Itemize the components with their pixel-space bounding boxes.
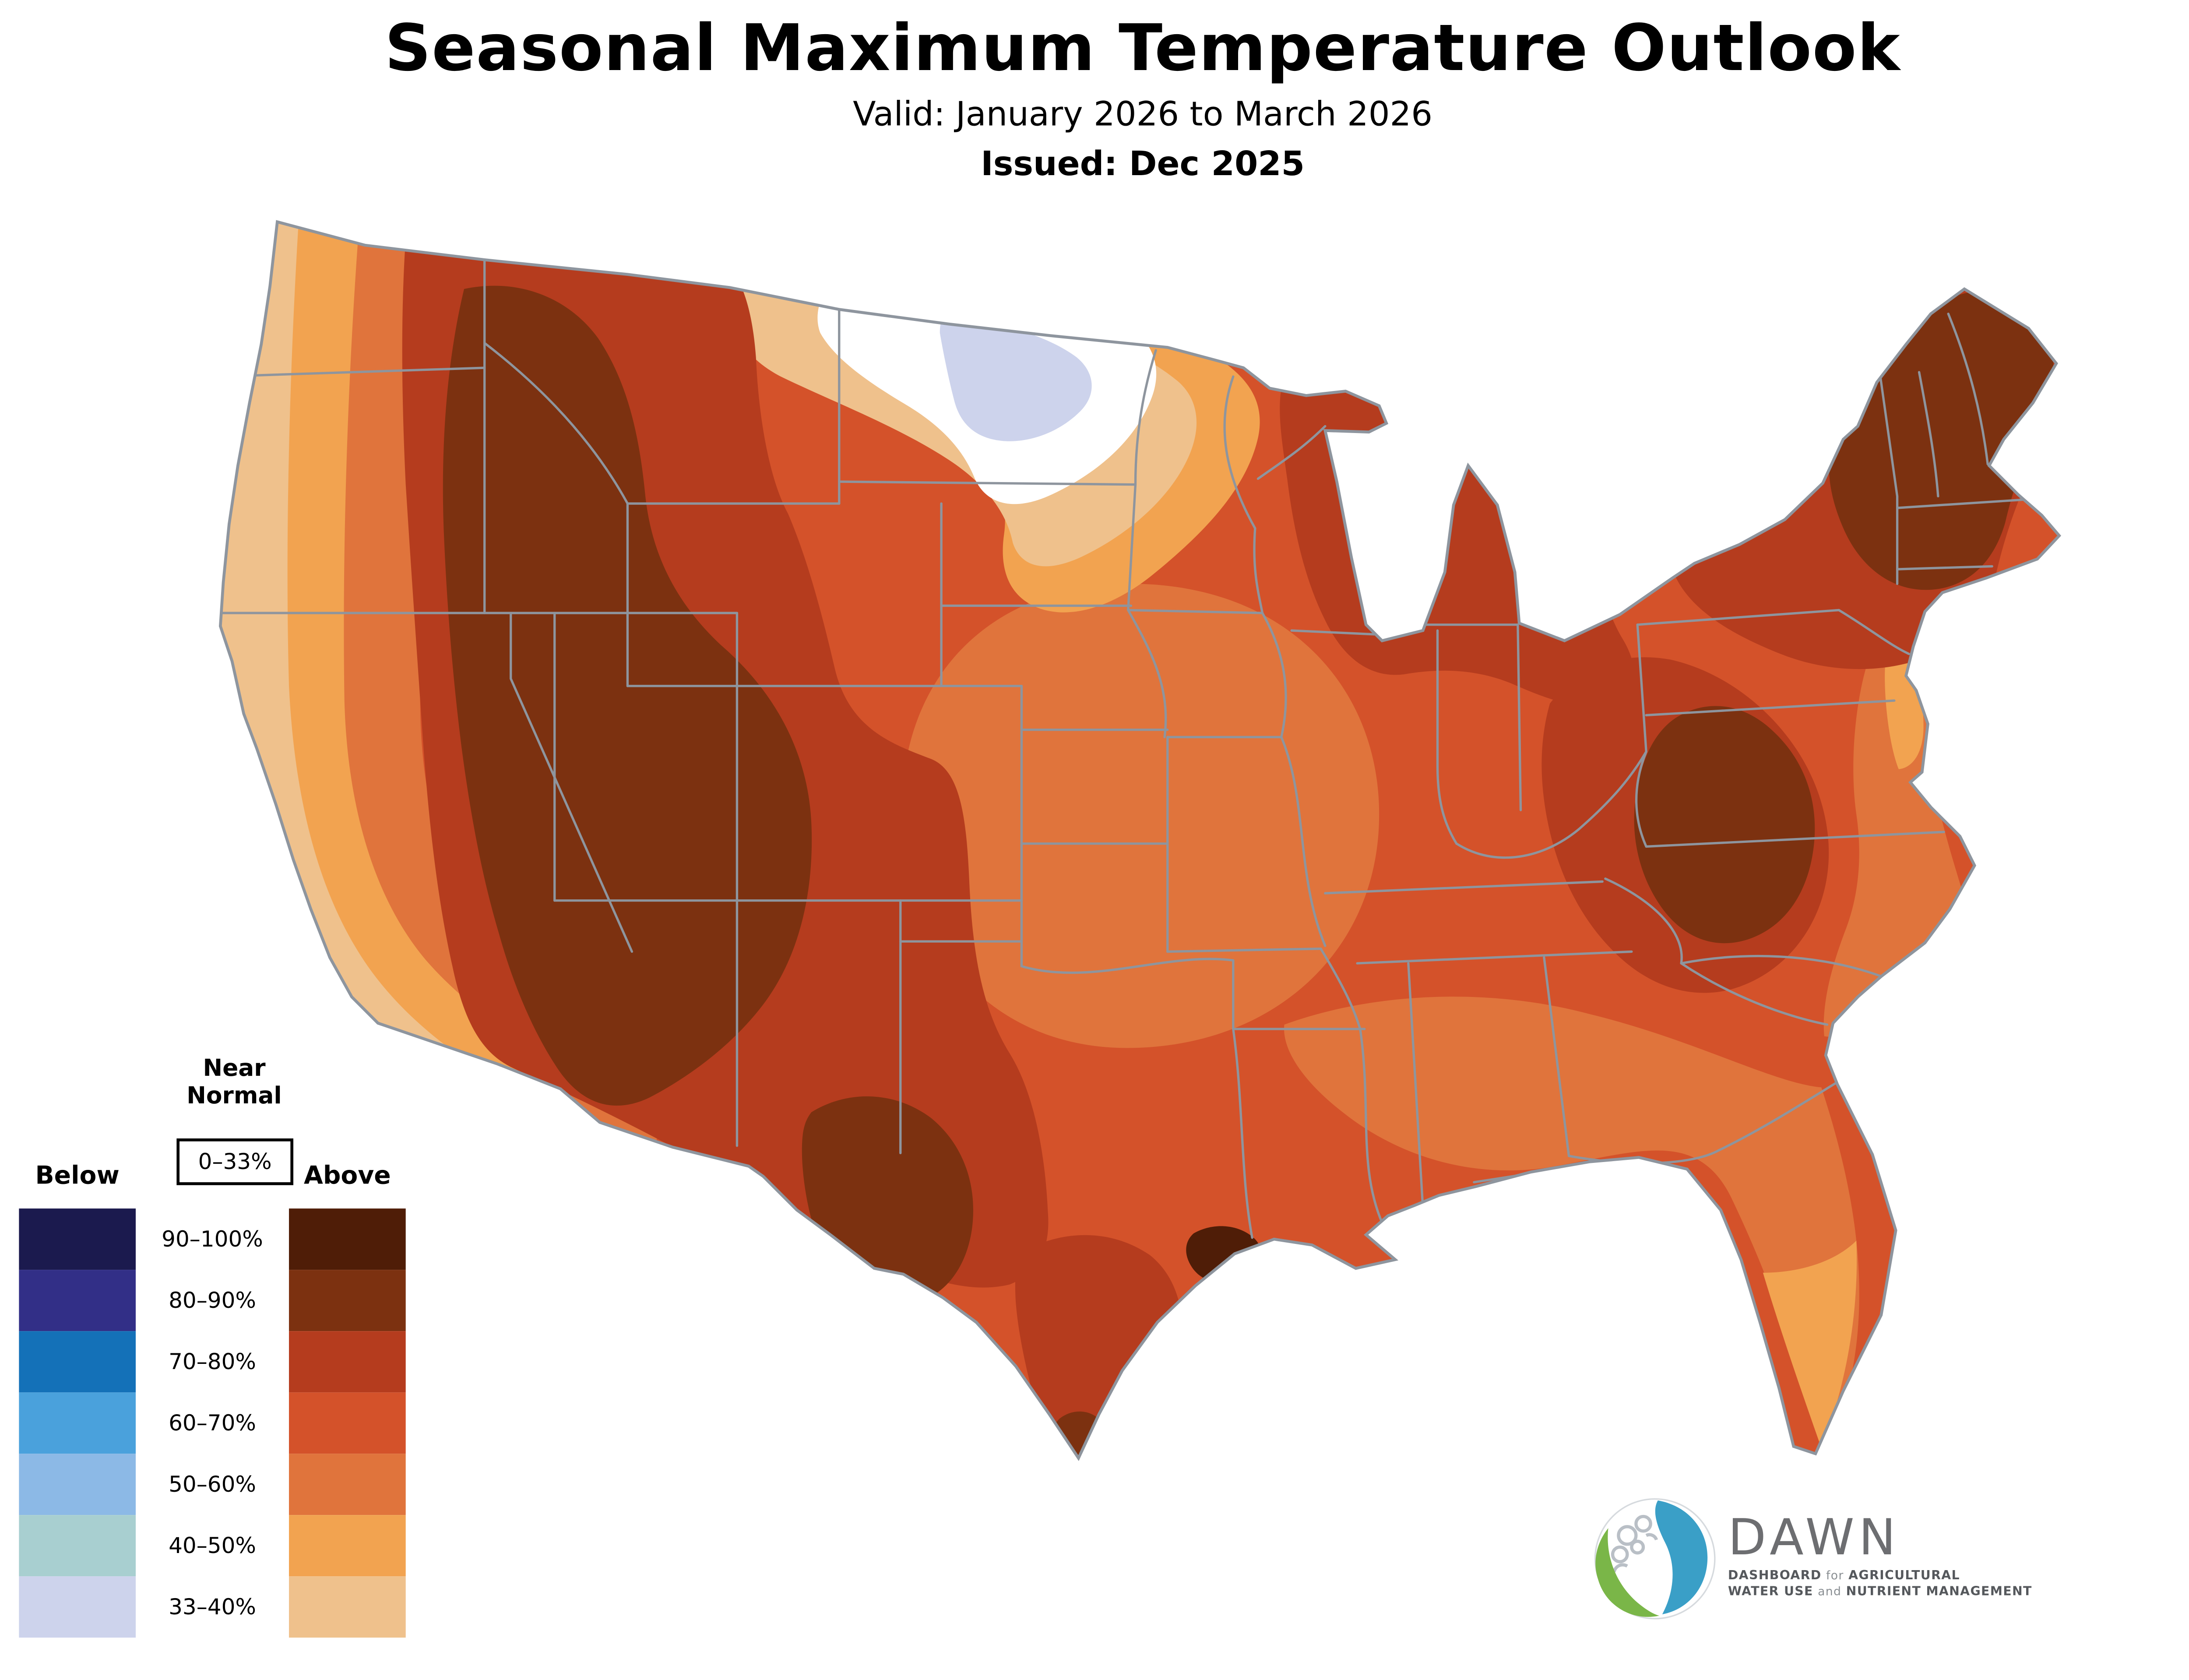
legend-swatch-above (289, 1392, 406, 1454)
legend-range-label: 70–80% (169, 1349, 256, 1375)
legend-range-label: 40–50% (169, 1532, 256, 1559)
below-column-header: Below (35, 1162, 120, 1191)
legend-row: 40–50% (19, 1515, 406, 1577)
above-column-header: Above (303, 1162, 391, 1191)
leaf-icon (1595, 1528, 1660, 1617)
contour-above-50-60-southeast (1284, 997, 1859, 1437)
page-title: Seasonal Maximum Temperature Outlook (384, 11, 1901, 86)
dawn-tagline-2: WATER USE and NUTRIENT MANAGEMENT (1728, 1585, 2032, 1600)
near-normal-header: Near Normal (187, 1053, 282, 1109)
dawn-logo: DAWN DASHBOARD for AGRICULTURAL WATER US… (1588, 1492, 2069, 1626)
dawn-tagline-1: DASHBOARD for AGRICULTURAL (1728, 1569, 1960, 1584)
legend-range-label: 60–70% (169, 1410, 256, 1437)
valid-period-text: Valid: January 2026 to March 2026 (853, 96, 1433, 134)
legend-swatch-below (19, 1454, 136, 1515)
us-outline (218, 220, 2062, 1461)
legend-swatch-below (19, 1392, 136, 1454)
legend-swatch-below (19, 1576, 136, 1638)
legend-range-label: 90–100% (162, 1226, 263, 1253)
legend-rows: 90–100% 80–90% 70–80% 60–70% 50–60% (19, 1208, 406, 1638)
legend-swatch-below (19, 1331, 136, 1393)
contour-above-70-80-south-texas (1015, 1235, 1182, 1458)
legend-swatch-above (289, 1270, 406, 1331)
legend-range-label: 50–60% (169, 1471, 256, 1498)
legend-range-label: 80–90% (169, 1287, 256, 1314)
legend-swatch-below (19, 1515, 136, 1577)
state-borders (220, 258, 2033, 1239)
contour-above-40-50-west-coast (220, 222, 562, 1183)
legend-row: 60–70% (19, 1392, 406, 1454)
legend-swatch-above (289, 1515, 406, 1577)
legend-swatch-above (289, 1454, 406, 1515)
contour-above-40-50-south-florida (1763, 1240, 1857, 1448)
issued-date-text: Issued: Dec 2025 (981, 146, 1305, 184)
dawn-logo-mark (1594, 1498, 1716, 1620)
legend-swatch-above (289, 1576, 406, 1638)
legend-range-label: 33–40% (169, 1594, 256, 1620)
legend-row: 33–40% (19, 1576, 406, 1638)
legend-row: 90–100% (19, 1208, 406, 1270)
legend-swatch-above (289, 1331, 406, 1393)
legend-swatch-above (289, 1208, 406, 1270)
legend-row: 70–80% (19, 1331, 406, 1393)
legend-swatch-below (19, 1270, 136, 1331)
near-normal-range-box: 0–33% (176, 1138, 294, 1185)
contour-below-33-40-north-dakota (940, 318, 1092, 441)
legend-row: 80–90% (19, 1270, 406, 1331)
dawn-logo-text: DAWN DASHBOARD for AGRICULTURAL WATER US… (1728, 1509, 2032, 1600)
water-drop-icon (1655, 1500, 1708, 1614)
legend-row: 50–60% (19, 1454, 406, 1515)
legend-swatch-below (19, 1208, 136, 1270)
brain-icon (1611, 1514, 1658, 1573)
contour-above-80-90-appalachian-core (1634, 706, 1815, 944)
dawn-wordmark: DAWN (1728, 1509, 1900, 1568)
